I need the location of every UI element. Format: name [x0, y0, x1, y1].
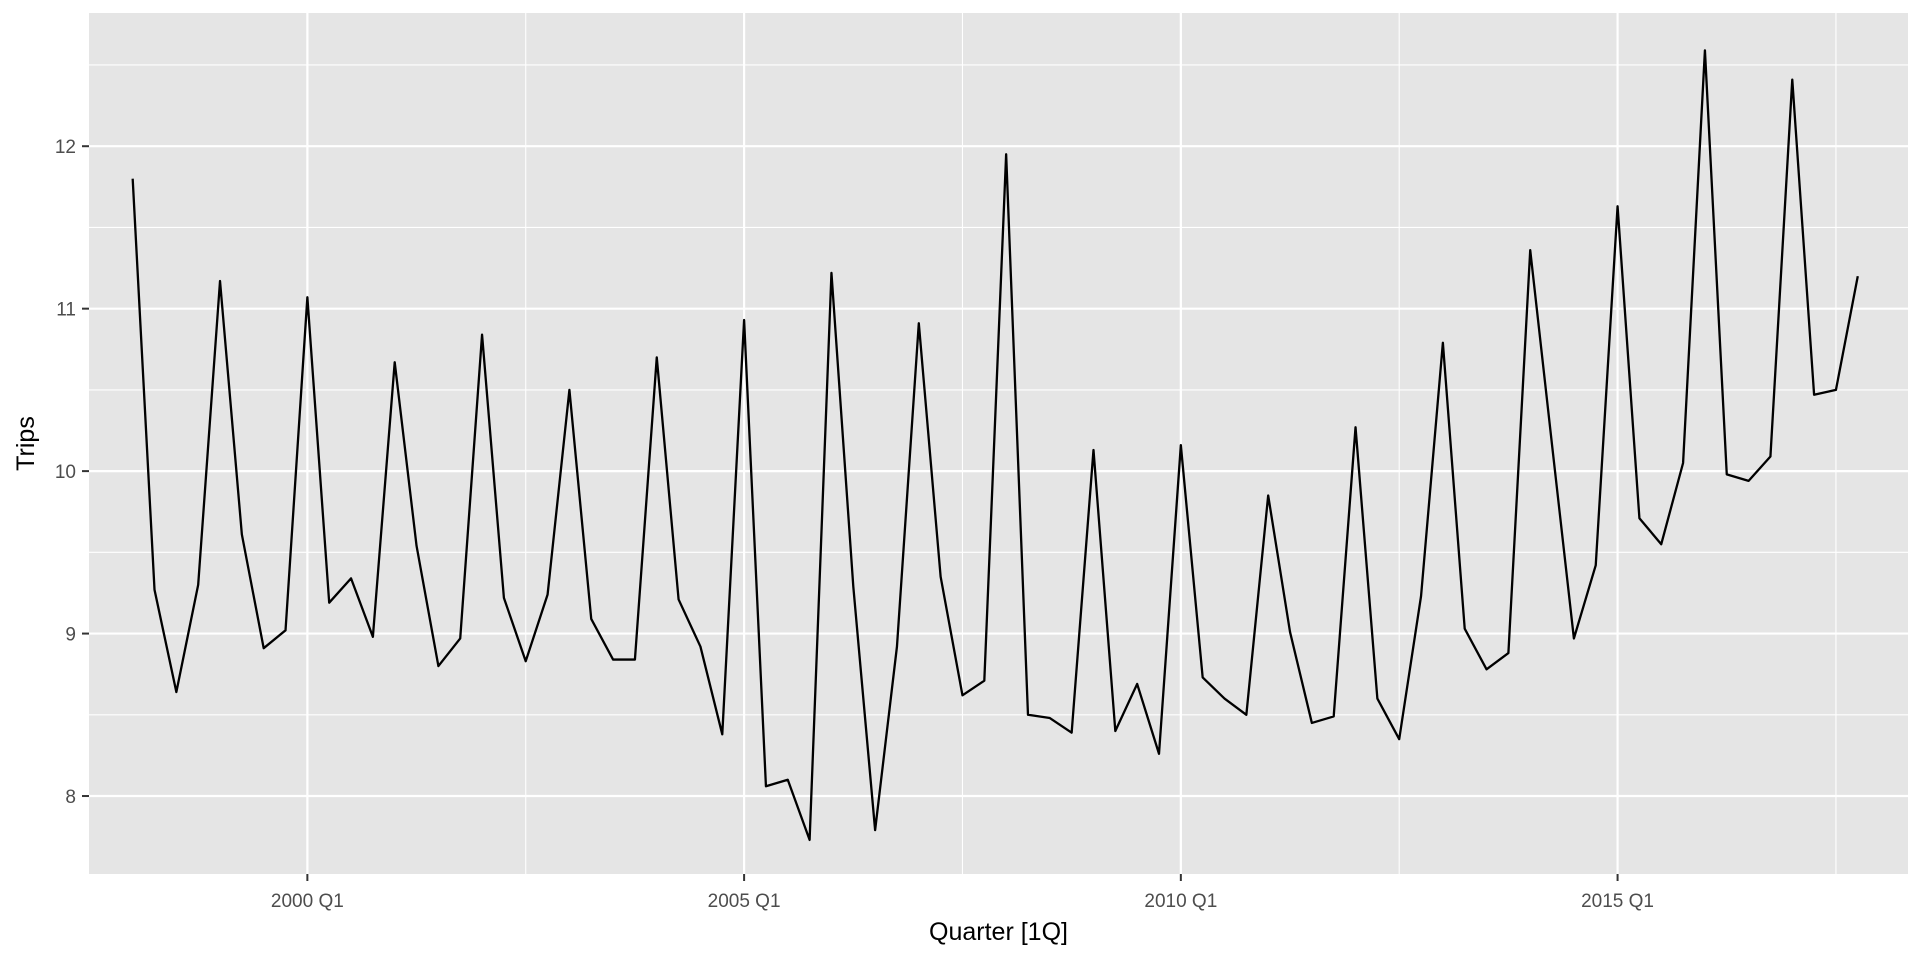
- x-tick-label: 2000 Q1: [271, 891, 344, 912]
- x-tick-label: 2010 Q1: [1144, 891, 1217, 912]
- y-tick-label: 9: [65, 625, 76, 646]
- y-axis-title: Trips: [12, 416, 40, 471]
- plot-panel: [89, 13, 1908, 874]
- minor-grid-x: [525, 13, 1837, 874]
- major-grid-y: [89, 145, 1908, 798]
- series-line: [131, 49, 1859, 842]
- x-tick-label: 2005 Q1: [708, 891, 781, 912]
- x-tick-label: 2015 Q1: [1581, 891, 1654, 912]
- y-axis: 8 9 10 11 12: [55, 137, 89, 808]
- y-tick-label: 10: [55, 462, 76, 483]
- y-tick-label: 11: [56, 300, 76, 321]
- major-grid-x: [306, 13, 1619, 874]
- x-axis-title: Quarter [1Q]: [929, 918, 1068, 946]
- x-axis: 2000 Q1 2005 Q1 2010 Q1 2015 Q1: [271, 874, 1654, 912]
- series-layer: [131, 49, 1859, 842]
- y-tick-label: 12: [55, 137, 76, 158]
- y-tick-label: 8: [65, 787, 76, 808]
